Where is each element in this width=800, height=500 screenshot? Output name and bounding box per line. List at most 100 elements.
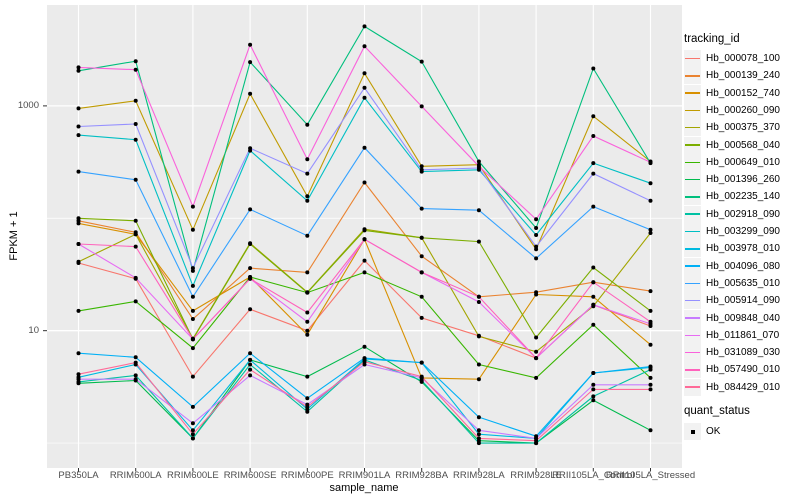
data-point [476, 377, 481, 382]
data-point [362, 270, 367, 275]
legend-color-line-icon [685, 265, 700, 267]
data-point [133, 244, 138, 249]
data-point [534, 349, 539, 354]
data-point [190, 317, 195, 321]
legend-label: Hb_001396_260 [706, 174, 780, 186]
data-point [362, 237, 367, 242]
data-point [648, 231, 653, 235]
data-point [248, 351, 253, 356]
data-point [591, 280, 596, 285]
data-point [476, 436, 481, 441]
data-point [76, 351, 81, 356]
legend-label: Hb_000568_040 [706, 139, 780, 151]
data-point [305, 171, 310, 176]
data-point [133, 67, 138, 72]
data-point [362, 95, 367, 100]
data-point [476, 362, 481, 367]
data-point [591, 387, 596, 392]
data-point [248, 367, 253, 372]
data-point [362, 359, 367, 364]
legend-label: Hb_000649_010 [706, 156, 780, 168]
data-point [534, 335, 539, 340]
legend-key-box [684, 326, 701, 344]
legend-key-box [684, 84, 701, 102]
data-point [76, 308, 81, 313]
data-point [305, 233, 310, 238]
data-point [419, 270, 424, 275]
legend-key-box [684, 67, 701, 85]
data-point [476, 415, 481, 420]
data-point [133, 275, 138, 280]
data-point [648, 364, 653, 369]
data-point [248, 146, 253, 151]
data-point [534, 356, 539, 361]
data-point [648, 428, 653, 433]
data-point [476, 428, 481, 433]
legend-color-line-icon [685, 213, 700, 215]
legend-label: Hb_009848_040 [706, 312, 780, 324]
legend-label: Hb_003978_010 [706, 243, 780, 255]
data-point [190, 404, 195, 409]
legend-color-line-icon [685, 230, 700, 233]
data-point [591, 114, 596, 119]
data-point [76, 169, 81, 174]
data-point [476, 334, 481, 339]
x-tick-label-RRIM928BA: RRIM928BA [395, 470, 449, 481]
data-point [476, 164, 481, 169]
legend-key-box [684, 205, 701, 223]
data-point [248, 207, 253, 212]
data-point [305, 319, 310, 324]
data-point [133, 122, 138, 126]
data-point [76, 68, 81, 73]
data-point [648, 308, 653, 313]
data-point [419, 59, 424, 64]
data-point [133, 218, 138, 223]
legend-key-box [684, 274, 701, 292]
data-point [190, 337, 195, 342]
data-point [476, 159, 481, 164]
legend-title-quant-status: quant_status [684, 405, 750, 417]
data-point [419, 315, 424, 320]
data-point [76, 65, 81, 70]
legend-key-box [684, 292, 701, 310]
legend-color-line-icon [685, 178, 700, 181]
y-tick-label: 1000 [17, 100, 39, 112]
data-point [534, 217, 539, 222]
data-point [591, 265, 596, 270]
data-point [305, 290, 310, 295]
data-point [419, 235, 424, 240]
data-point [248, 60, 253, 65]
data-point [648, 382, 653, 387]
data-point [534, 292, 539, 297]
data-point [133, 373, 138, 378]
data-point [648, 387, 653, 392]
data-point [190, 283, 195, 288]
data-point [248, 42, 253, 47]
data-point [190, 432, 195, 437]
legend-color-line-icon [685, 351, 700, 354]
data-point [648, 227, 653, 232]
data-point [305, 374, 310, 379]
legend-label: OK [706, 426, 721, 437]
legend-key-box [684, 257, 701, 275]
data-point [476, 208, 481, 213]
legend-color-line-icon [685, 196, 700, 198]
legend-color-line-icon [685, 299, 700, 302]
legend-color-line-icon [685, 334, 700, 337]
data-point [76, 377, 81, 382]
data-point [591, 371, 596, 375]
data-point [648, 319, 653, 324]
data-point [248, 373, 253, 378]
data-point [190, 421, 195, 426]
legend-color-line-icon [685, 161, 700, 164]
data-point [190, 374, 195, 379]
data-point [534, 256, 539, 261]
data-point [648, 289, 653, 294]
data-point [476, 432, 481, 437]
data-point [591, 398, 596, 403]
x-tick-label-RRIM928LE: RRIM928LE [510, 470, 562, 481]
data-point [362, 228, 367, 233]
legend-key-box [684, 136, 701, 154]
data-point [76, 124, 81, 129]
